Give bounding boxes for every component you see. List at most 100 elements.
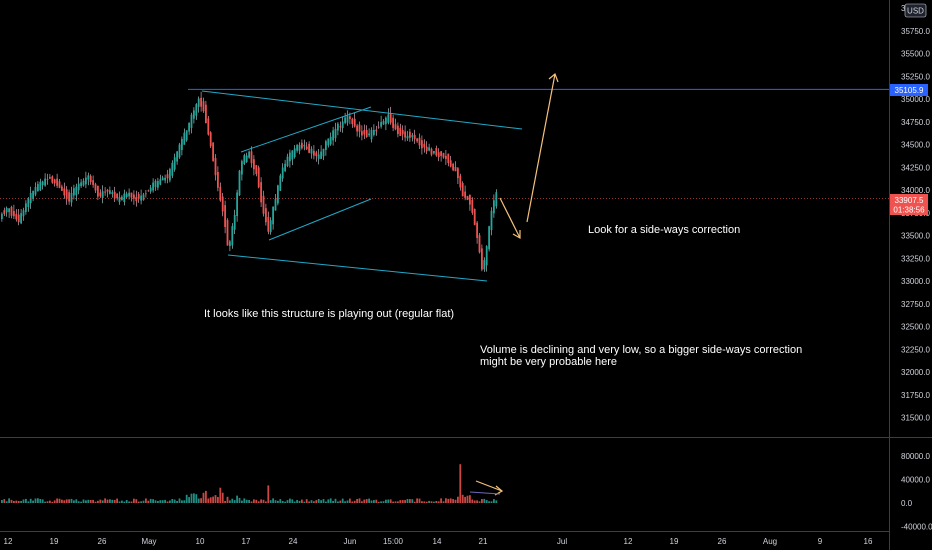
volume-bar: [296, 500, 298, 503]
candle: [245, 152, 248, 163]
time-axis-labels[interactable]: 12 19 26 May 10 17 24 Jun 15:00 14 21 Jul 12 19 26 Aug 9…: [4, 537, 873, 546]
volume-bar: [181, 500, 183, 503]
candle: [423, 139, 426, 153]
time-tick-label: 15:00: [383, 537, 404, 546]
volume-bar: [375, 499, 378, 503]
time-tick-label: Jun: [344, 537, 357, 546]
volume-bar: [39, 499, 42, 503]
volume-bar: [457, 496, 459, 503]
candle: [22, 207, 25, 221]
volume-bar: [281, 501, 284, 503]
candle: [442, 152, 445, 159]
candle: [351, 117, 354, 128]
candle: [101, 185, 104, 204]
price-tick-label: 35500.0: [901, 50, 930, 59]
volume-bar: [149, 498, 152, 503]
candle: [195, 103, 198, 120]
level-price-tag-label: 35105.9: [895, 86, 924, 95]
volume-bar: [454, 499, 457, 503]
channel-upper-line[interactable]: [240, 106, 372, 153]
volume-bar: [130, 501, 133, 503]
volume-bar: [44, 501, 46, 503]
volume-bar: [212, 496, 214, 503]
candle: [301, 139, 303, 150]
volume-bar: [433, 501, 435, 503]
volume-bar: [274, 500, 277, 503]
candle: [89, 174, 92, 185]
candle: [106, 188, 109, 198]
candle: [325, 139, 327, 156]
candle: [310, 146, 313, 159]
volume-bar: [293, 501, 296, 503]
volume-bar: [406, 499, 409, 503]
candle: [394, 118, 397, 131]
price-tick-label: 32750.0: [901, 300, 930, 309]
volume-bar: [445, 498, 447, 503]
candle: [145, 190, 147, 198]
down-arrow-line[interactable]: [499, 197, 521, 239]
volume-bar: [154, 500, 157, 503]
volume-bar: [471, 499, 474, 503]
price-tick-label: 34000.0: [901, 186, 930, 195]
candle: [320, 145, 322, 159]
candle: [123, 189, 126, 206]
candle: [99, 189, 102, 198]
volume-bar: [473, 500, 476, 503]
volume-bar: [37, 498, 39, 503]
projection-arrows[interactable]: [469, 72, 559, 496]
volume-bar: [248, 500, 250, 503]
volume-bar: [476, 500, 478, 503]
candle: [248, 150, 250, 159]
candle: [10, 205, 13, 219]
time-tick-label: May: [141, 537, 156, 546]
candle: [370, 127, 373, 143]
volume-bar: [337, 501, 339, 503]
channel-lower-line[interactable]: [268, 198, 372, 241]
volume-bar: [490, 501, 493, 503]
volume-bar: [190, 493, 193, 503]
lower-trendline[interactable]: [227, 254, 488, 282]
volume-arrow-line[interactable]: [475, 480, 503, 492]
candle: [3, 207, 6, 216]
candle: [457, 167, 459, 184]
candle: [296, 143, 298, 153]
candle: [440, 151, 442, 162]
current-price-tag: 33907.5 01:38:56: [890, 194, 928, 215]
volume-axis-labels[interactable]: 80000.0 40000.0 0.0 -40000.0: [901, 452, 932, 532]
volume-bar: [197, 498, 200, 503]
candle: [51, 175, 54, 184]
volume-bar: [140, 501, 142, 503]
price-axis-labels[interactable]: 35750.0 35500.0 35250.0 35000.0 34750.0 34500…: [901, 27, 930, 423]
volume-bar: [94, 501, 97, 503]
volume-bar: [238, 497, 241, 503]
volume-bar: [461, 494, 464, 503]
time-tick-label: 12: [4, 537, 13, 546]
flat-structure-lines[interactable]: [201, 90, 523, 282]
volume-bar: [421, 501, 423, 503]
countdown-tag-label: 01:38:56: [893, 206, 925, 215]
candle: [15, 209, 18, 222]
volume-bar: [80, 501, 82, 503]
volume-bar: [85, 500, 87, 503]
candle: [375, 125, 378, 136]
candle: [481, 244, 483, 272]
volume-bar: [13, 501, 15, 503]
volume-bar: [75, 499, 78, 503]
currency-badge[interactable]: [904, 3, 927, 18]
candle: [171, 160, 174, 179]
candle: [286, 153, 289, 168]
volume-bar: [257, 501, 260, 503]
candle: [430, 147, 433, 157]
candle: [94, 182, 97, 193]
candle: [125, 191, 128, 199]
volume-bar: [164, 499, 166, 503]
candle: [214, 154, 217, 181]
time-tick-label: 19: [50, 537, 59, 546]
candle: [473, 208, 476, 226]
candle: [459, 173, 462, 191]
candle: [29, 186, 32, 209]
up-arrow-line[interactable]: [526, 73, 556, 223]
volume-bar: [437, 501, 440, 503]
price-tick-label: 34250.0: [901, 163, 930, 172]
